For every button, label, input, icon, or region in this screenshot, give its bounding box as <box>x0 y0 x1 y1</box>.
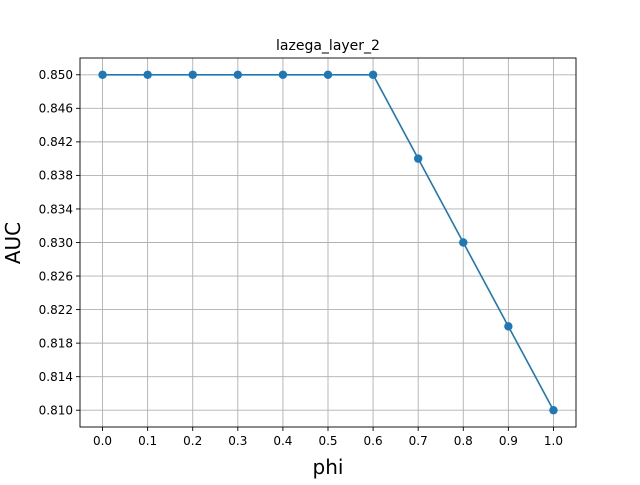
data-point <box>413 154 423 163</box>
x-tick-label: 0.7 <box>409 434 428 448</box>
x-tick-label: 0.0 <box>93 434 112 448</box>
x-tick-label: 0.2 <box>183 434 202 448</box>
data-point <box>143 70 152 79</box>
y-tick-label: 0.834 <box>39 202 73 216</box>
x-tick-label: 0.9 <box>499 434 518 448</box>
x-tick-label: 0.3 <box>228 434 247 448</box>
data-point <box>98 70 107 79</box>
x-tick-label: 0.1 <box>138 434 157 448</box>
data-point <box>504 322 513 331</box>
data-point <box>278 70 288 79</box>
x-tick-label: 0.8 <box>454 434 473 448</box>
y-tick-label: 0.842 <box>39 135 73 149</box>
axis-ticks: 0.0 0.1 0.2 0.3 0.4 0.5 0.6 0.7 0.8 0.9 1.0 0.810 0.… <box>39 68 563 448</box>
y-tick-label: 0.826 <box>39 269 73 283</box>
x-axis-label: phi <box>313 455 344 479</box>
plot-frame <box>79 57 577 428</box>
x-tick-label: 0.6 <box>364 434 383 448</box>
y-tick-label: 0.818 <box>39 336 73 350</box>
grid <box>80 58 576 427</box>
x-tick-label: 0.5 <box>318 434 337 448</box>
y-tick-label: 0.814 <box>39 370 73 384</box>
data-point <box>233 70 243 79</box>
data-point <box>549 406 558 415</box>
y-tick-label: 0.850 <box>39 68 73 82</box>
y-tick-label: 0.830 <box>39 236 73 250</box>
data-point <box>188 70 197 79</box>
x-tick-label: 1.0 <box>544 434 563 448</box>
y-axis-label: AUC <box>1 222 25 264</box>
data-point <box>459 238 468 247</box>
x-tick-label: 0.4 <box>273 434 292 448</box>
data-point <box>368 70 378 79</box>
y-tick-label: 0.846 <box>39 102 73 116</box>
y-tick-label: 0.810 <box>39 404 73 418</box>
series-plot <box>98 70 558 415</box>
data-point <box>323 70 333 79</box>
chart-title: lazega_layer_2 <box>276 38 380 54</box>
y-tick-label: 0.822 <box>39 303 73 317</box>
y-tick-label: 0.838 <box>39 169 73 183</box>
